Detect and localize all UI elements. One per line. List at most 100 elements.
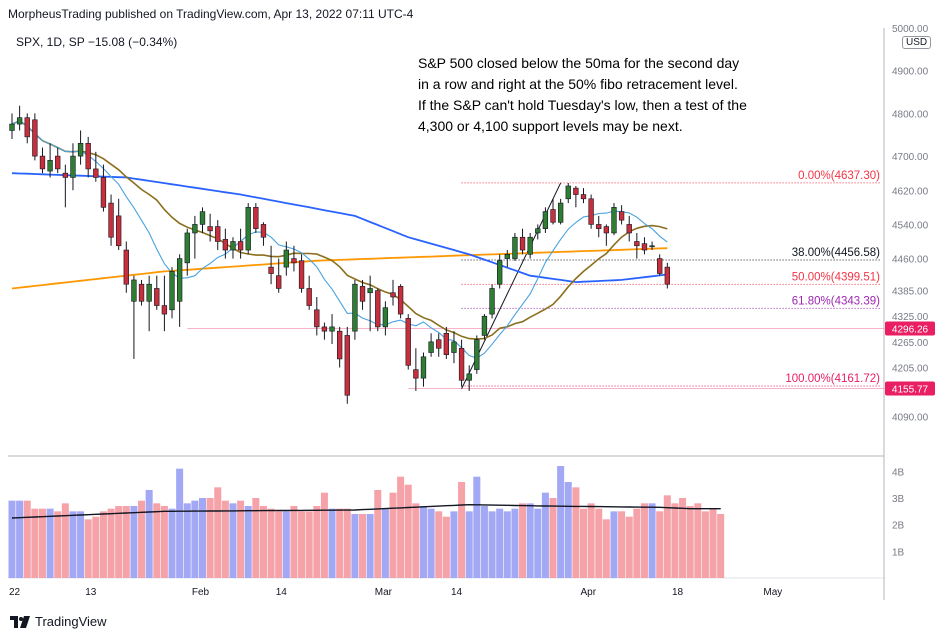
candle-up xyxy=(382,301,389,336)
candle-down xyxy=(62,164,69,208)
note-line: If the S&P can't hold Tuesday's low, the… xyxy=(418,97,747,113)
note-line: S&P 500 closed below the 50ma for the se… xyxy=(418,55,740,71)
candle-body xyxy=(649,245,655,248)
candle-up xyxy=(497,254,503,289)
volume-bar xyxy=(244,506,252,578)
candle-up xyxy=(70,143,76,191)
volume-bar xyxy=(206,498,214,578)
candle-body xyxy=(458,347,465,381)
candle-down xyxy=(215,220,221,251)
volume-tick-label: 1B xyxy=(892,547,905,558)
candle-body xyxy=(268,266,274,274)
price-marker-label: 4155.77 xyxy=(892,384,929,395)
volume-bar xyxy=(686,506,694,578)
candle-body xyxy=(77,142,84,157)
volume-bar xyxy=(16,500,24,578)
candle-down xyxy=(306,275,312,310)
candle-down xyxy=(375,288,381,332)
candle-body xyxy=(260,224,267,238)
candle-down xyxy=(237,228,244,259)
volume-bar xyxy=(191,500,199,578)
candle-down xyxy=(39,147,46,174)
time-tick-label: May xyxy=(763,587,782,598)
volume-bar xyxy=(404,484,412,578)
candle-body xyxy=(519,236,526,251)
candle-down xyxy=(154,275,160,310)
candle-body xyxy=(24,117,30,138)
candle-up xyxy=(184,228,190,276)
candle-body xyxy=(314,309,320,328)
candle-down xyxy=(108,194,114,246)
candle-body xyxy=(375,290,381,328)
volume-bar xyxy=(511,508,519,578)
volume-bar xyxy=(145,490,153,578)
price-tick-label: 4090.00 xyxy=(892,413,929,424)
time-tick-label: 14 xyxy=(451,587,463,598)
candle-body xyxy=(634,241,640,247)
candle-body xyxy=(253,207,259,229)
candle-down xyxy=(458,339,465,387)
volume-tick-label: 4B xyxy=(892,467,905,478)
candle-down xyxy=(573,185,579,208)
volume-bar xyxy=(214,487,222,578)
fib-level-label: 100.00%(4161.72) xyxy=(785,373,880,385)
candle-down xyxy=(596,215,602,238)
volume-bar xyxy=(557,466,565,578)
candle-body xyxy=(466,373,472,381)
candle-up xyxy=(176,254,183,327)
symbol-legend[interactable]: SPX, 1D, SP −15.08 (−0.34%) xyxy=(16,35,178,49)
note-line: 4,300 or 4,100 support levels may be nex… xyxy=(418,118,683,134)
volume-bar xyxy=(572,487,580,578)
volume-bar xyxy=(313,506,321,578)
volume-average-line xyxy=(11,503,721,519)
candle-body xyxy=(489,288,495,315)
candle-body xyxy=(565,185,571,200)
candle-body xyxy=(603,226,610,234)
volume-bar xyxy=(595,508,603,578)
candle-down xyxy=(405,314,411,370)
volume-bar xyxy=(656,511,664,578)
candle-body xyxy=(611,207,617,234)
candle-body xyxy=(169,271,175,311)
price-tick-label: 4700.00 xyxy=(892,152,929,163)
volume-bar xyxy=(602,519,610,578)
candle-body xyxy=(138,283,145,302)
candle-body xyxy=(230,241,236,251)
candle-body xyxy=(329,326,335,332)
candle-up xyxy=(481,314,488,340)
volume-bar xyxy=(298,511,306,578)
volume-bar xyxy=(618,511,626,578)
candle-up xyxy=(512,232,518,261)
candle-body xyxy=(321,326,328,332)
candle-down xyxy=(336,326,343,368)
volume-tick-label: 3B xyxy=(892,494,905,505)
publisher-line: MorpheusTrading published on TradingView… xyxy=(8,7,414,21)
candle-body xyxy=(626,224,632,234)
candle-down xyxy=(390,279,396,306)
candle-up xyxy=(527,232,533,259)
currency-badge[interactable]: USD xyxy=(902,36,932,49)
candle-down xyxy=(116,198,122,251)
candle-body xyxy=(207,226,213,232)
candle-body xyxy=(451,341,457,353)
volume-bar xyxy=(633,508,641,578)
candle-body xyxy=(618,211,625,221)
candle-down xyxy=(298,254,305,293)
candle-body xyxy=(47,160,53,172)
candle-down xyxy=(359,279,366,310)
volume-bar xyxy=(290,506,298,578)
volume-bar xyxy=(176,468,184,578)
candle-up xyxy=(47,143,53,178)
candle-body xyxy=(62,172,69,178)
volume-bar xyxy=(351,514,359,578)
candle-body xyxy=(512,236,518,259)
candle-body xyxy=(85,142,91,170)
volume-bar xyxy=(168,508,176,578)
volume-bar xyxy=(442,516,450,578)
candle-up xyxy=(199,207,206,233)
volume-bar xyxy=(31,508,39,578)
volume-bar xyxy=(160,506,168,578)
candle-body xyxy=(481,315,488,336)
tradingview-brand[interactable]: TradingView xyxy=(10,614,107,629)
